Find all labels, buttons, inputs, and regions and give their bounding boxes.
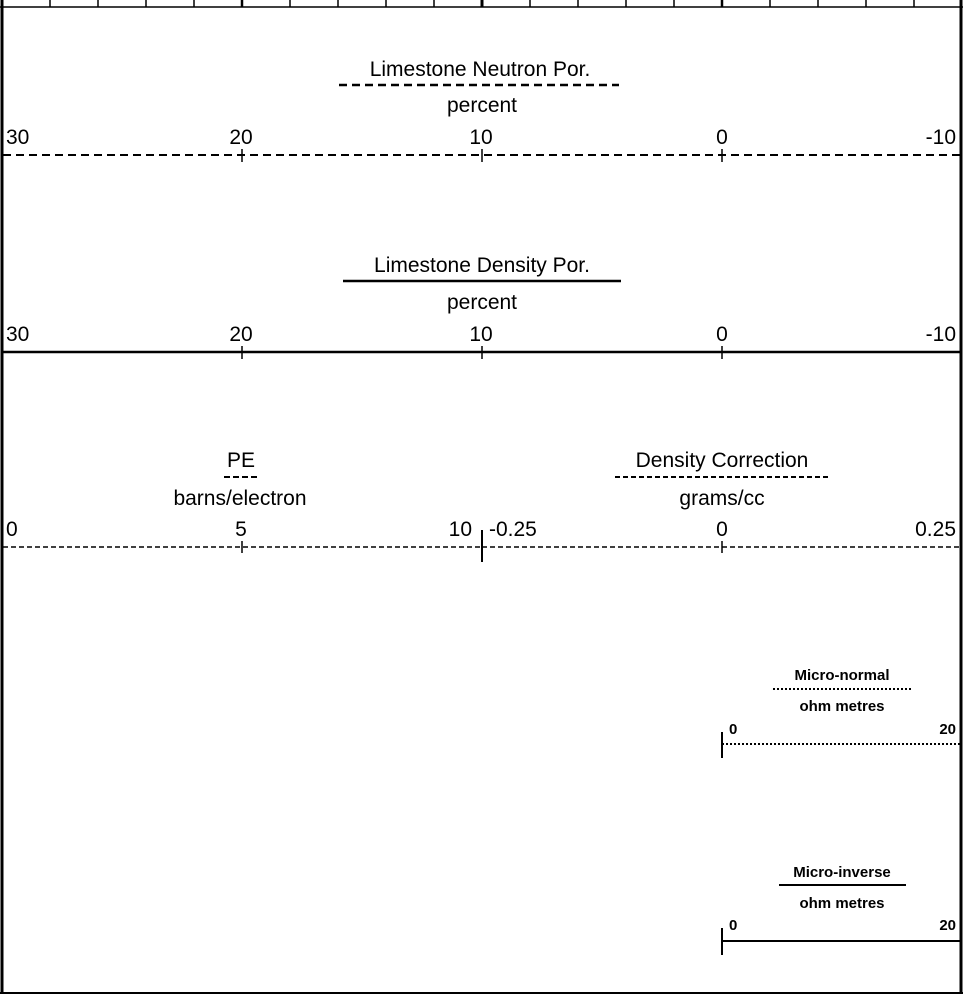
micro-normal-unit: ohm metres bbox=[799, 698, 884, 715]
pe-title: PE bbox=[227, 449, 255, 472]
density-correction-title: Density Correction bbox=[636, 449, 809, 472]
neutron-porosity-track: Limestone Neutron Por. percent 30 20 10 … bbox=[3, 58, 961, 162]
micro-inverse-title: Micro-inverse bbox=[793, 864, 891, 881]
micro-normal-scale-20: 20 bbox=[939, 721, 956, 738]
pe-track: PE barns/electron 0 5 10 bbox=[3, 449, 482, 553]
density-correction-scale-0: 0 bbox=[716, 518, 728, 541]
neutron-unit: percent bbox=[447, 94, 517, 117]
pe-scale-0: 0 bbox=[6, 518, 18, 541]
density-scale-20: 20 bbox=[229, 323, 252, 346]
density-correction-unit: grams/cc bbox=[679, 487, 764, 510]
neutron-scale-0: 0 bbox=[716, 126, 728, 149]
micro-inverse-scale-20: 20 bbox=[939, 917, 956, 934]
neutron-title: Limestone Neutron Por. bbox=[370, 58, 591, 81]
density-correction-track: Density Correction grams/cc -0.25 0 0.25 bbox=[482, 449, 961, 553]
pe-scale-5: 5 bbox=[235, 518, 247, 541]
neutron-scale-right: -10 bbox=[926, 126, 956, 149]
density-unit: percent bbox=[447, 291, 517, 314]
micro-normal-title: Micro-normal bbox=[794, 667, 889, 684]
density-scale-left: 30 bbox=[6, 323, 29, 346]
micro-inverse-scale-0: 0 bbox=[729, 917, 737, 934]
density-title: Limestone Density Por. bbox=[374, 254, 590, 277]
micro-normal-scale-0: 0 bbox=[729, 721, 737, 738]
micro-inverse-unit: ohm metres bbox=[799, 895, 884, 912]
density-scale-10: 10 bbox=[469, 323, 492, 346]
micro-normal-track: Micro-normal ohm metres 0 20 bbox=[721, 667, 961, 758]
micro-inverse-track: Micro-inverse ohm metres 0 20 bbox=[721, 864, 961, 955]
pe-unit: barns/electron bbox=[173, 487, 306, 510]
neutron-scale-20: 20 bbox=[229, 126, 252, 149]
top-scale-ruler bbox=[0, 0, 963, 8]
density-correction-scale-right: 0.25 bbox=[915, 518, 956, 541]
density-scale-0: 0 bbox=[716, 323, 728, 346]
density-porosity-track: Limestone Density Por. percent 30 20 10 … bbox=[3, 254, 961, 359]
pe-scale-10: 10 bbox=[449, 518, 472, 541]
neutron-scale-left: 30 bbox=[6, 126, 29, 149]
neutron-scale-10: 10 bbox=[469, 126, 492, 149]
density-correction-scale-left: -0.25 bbox=[489, 518, 537, 541]
density-scale-right: -10 bbox=[926, 323, 956, 346]
